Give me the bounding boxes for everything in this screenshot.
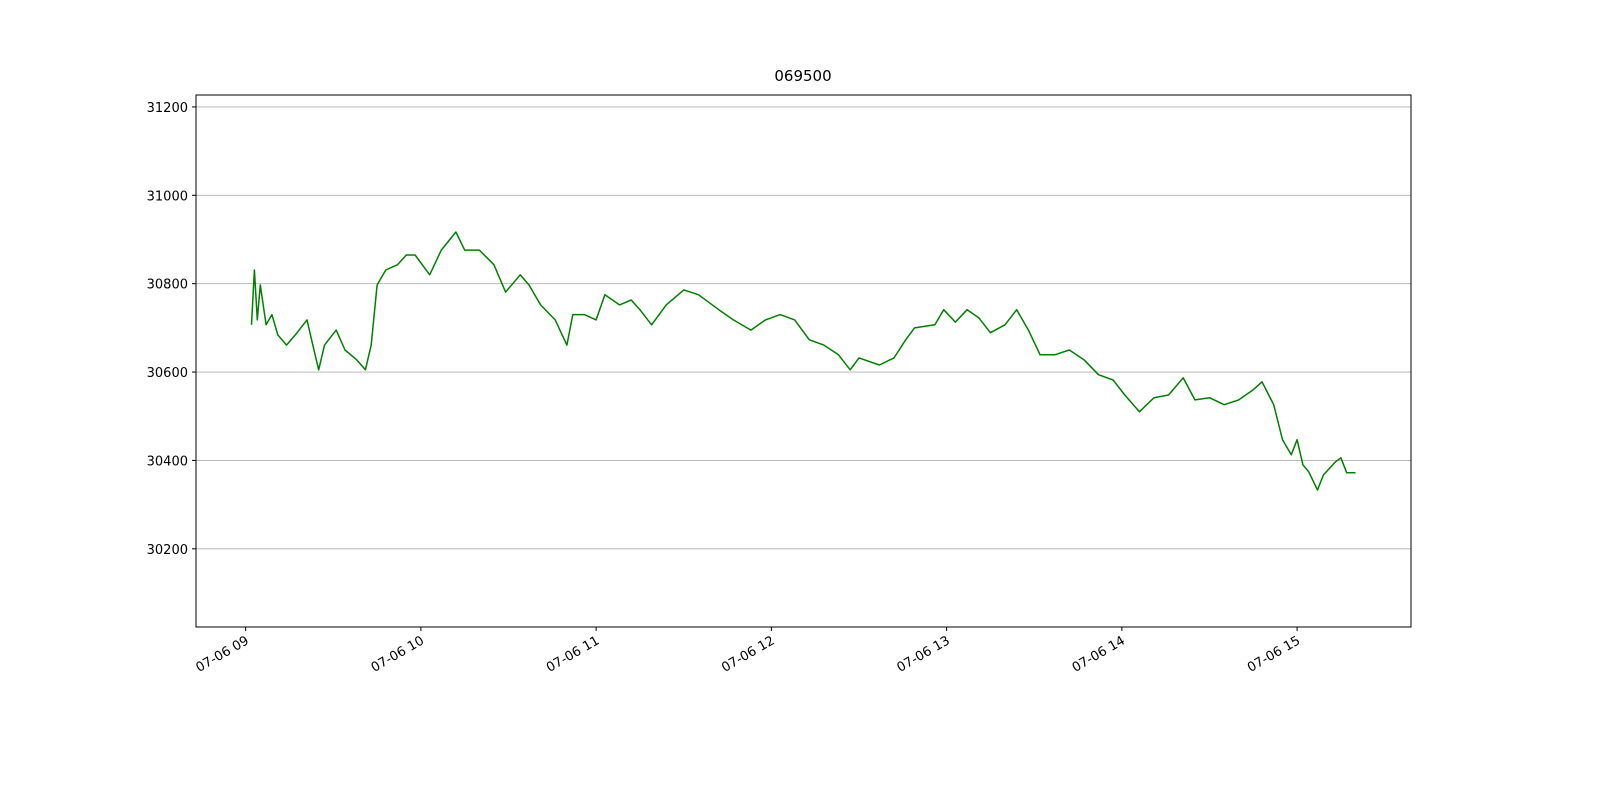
y-tick-label: 30200 (147, 543, 188, 558)
line (250, 231, 1356, 491)
chart-title: 069500 (774, 67, 831, 85)
plot-frame (195, 94, 1412, 628)
y-tick-label: 31200 (147, 101, 188, 116)
y-tick-label: 30400 (147, 454, 188, 469)
y-tick-label: 30800 (147, 278, 188, 293)
y-tick-label: 30600 (147, 366, 188, 381)
y-tick-label: 31000 (147, 189, 188, 204)
